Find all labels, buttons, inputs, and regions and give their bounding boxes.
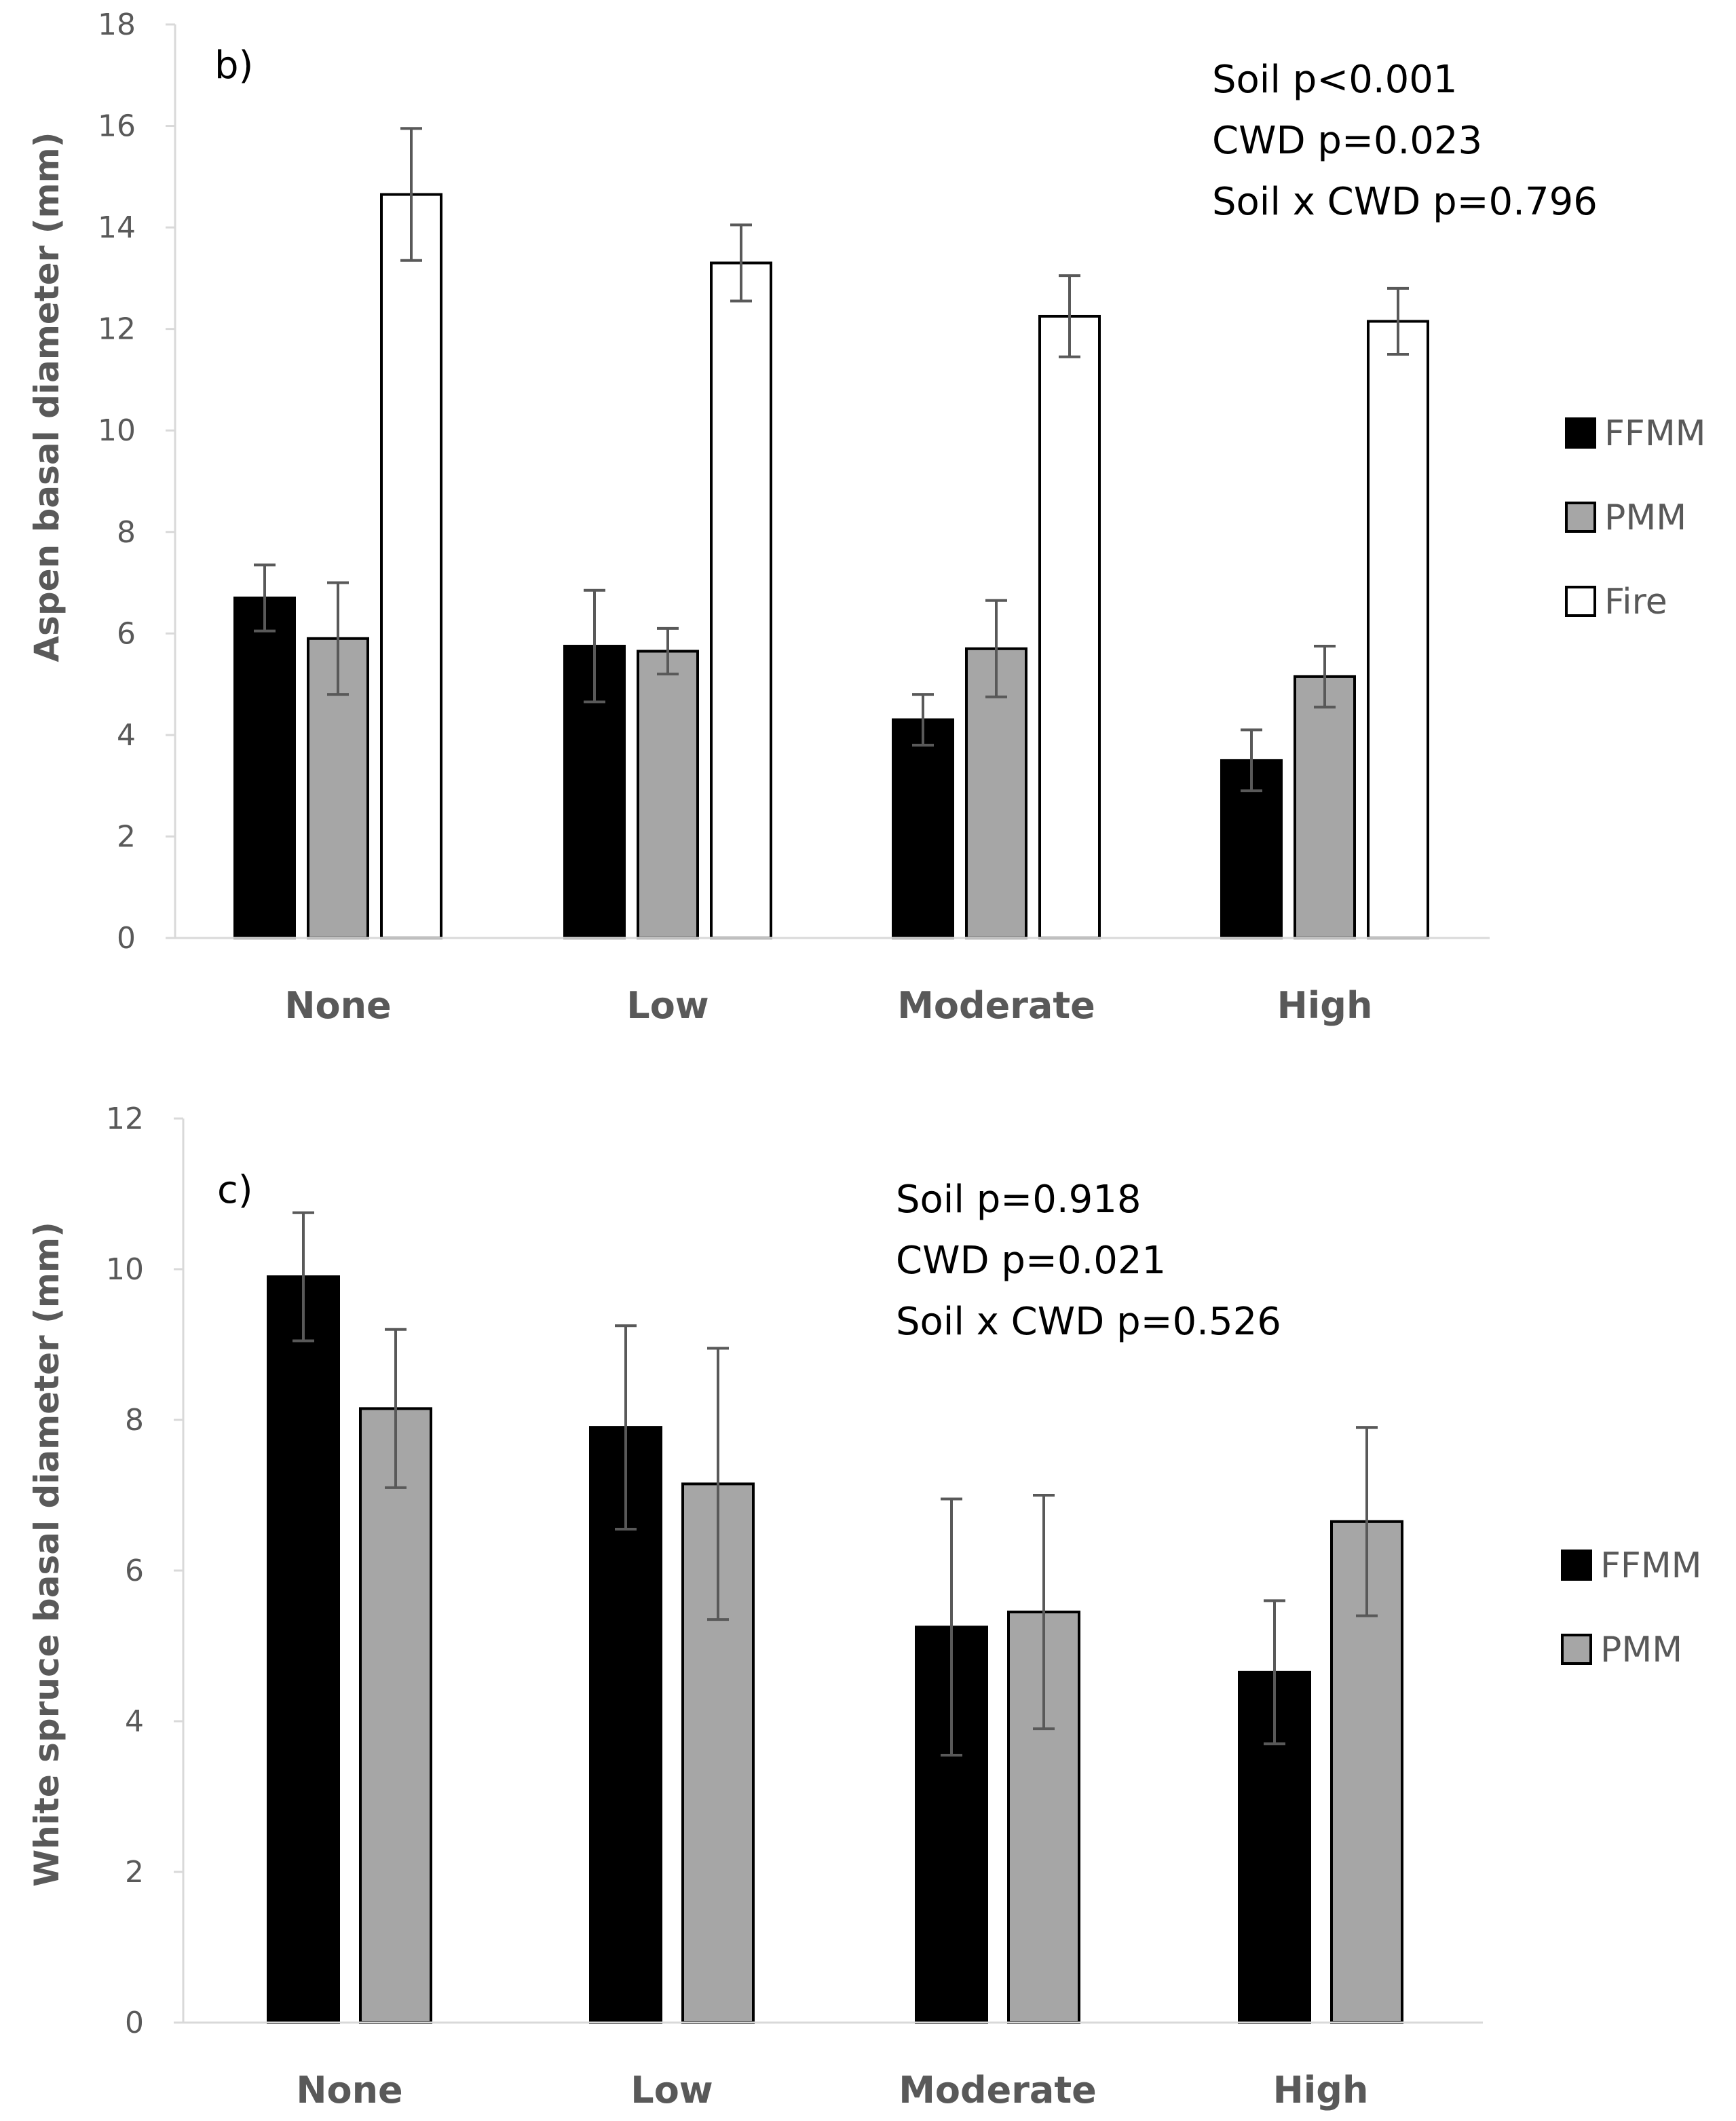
- aspen-category-none: None: [284, 984, 391, 1027]
- spruce-error-bar-ffmm-none: [293, 1211, 314, 1343]
- spruce-legend-swatch-ffmm: [1561, 1550, 1592, 1581]
- aspen-legend-label-pmm: PMM: [1604, 498, 1686, 538]
- aspen-bar-fire-high: [1367, 320, 1429, 939]
- aspen-bar-pmm-high: [1294, 675, 1356, 940]
- aspen-stats-annotation: Soil p<0.001 CWD p=0.023 Soil x CWD p=0.79…: [1212, 58, 1598, 224]
- aspen-bar-fire-low: [710, 261, 772, 939]
- aspen-y-ticks: 0 2 4 6 8 10 12 14 16 18: [98, 7, 175, 956]
- spruce-panel-label: c): [217, 1168, 253, 1212]
- spruce-y-tick-label: 10: [106, 1252, 144, 1287]
- spruce-chart: 0 2 4 6 8 10 12 None Low Moderate High White spru…: [27, 1102, 1702, 2111]
- spruce-error-bar-ffmm-high: [1264, 1599, 1285, 1746]
- spruce-error-bar-pmm-none: [385, 1328, 407, 1489]
- aspen-error-bar-fire-high: [1387, 286, 1409, 356]
- spruce-y-axis-label: White spruce basal diameter (mm): [27, 1222, 67, 1887]
- aspen-y-tick-label: 0: [117, 921, 136, 956]
- spruce-legend: FFMM PMM: [1561, 1545, 1702, 1670]
- spruce-error-bars: [293, 1211, 1378, 1757]
- aspen-legend: FFMM PMM Fire: [1565, 413, 1706, 622]
- aspen-legend-swatch-fire: [1565, 586, 1596, 617]
- aspen-bar-fire-none: [380, 193, 442, 939]
- aspen-y-tick-label: 14: [98, 210, 136, 245]
- spruce-legend-label-ffmm: FFMM: [1600, 1545, 1702, 1586]
- aspen-bar-ffmm-moderate: [892, 718, 954, 939]
- spruce-stat-line-3: Soil x CWD p=0.526: [896, 1300, 1281, 1344]
- spruce-legend-item-pmm: PMM: [1561, 1630, 1682, 1670]
- aspen-category-labels: None Low Moderate High: [284, 984, 1372, 1027]
- spruce-category-none: None: [296, 2069, 402, 2111]
- aspen-legend-item-pmm: PMM: [1565, 498, 1686, 538]
- spruce-y-tick-label: 2: [125, 1855, 144, 1890]
- spruce-error-bar-ffmm-low: [615, 1324, 637, 1531]
- aspen-stat-line-2: CWD p=0.023: [1212, 119, 1482, 163]
- aspen-y-tick-label: 12: [98, 312, 136, 347]
- spruce-category-high: High: [1273, 2069, 1369, 2111]
- aspen-error-bar-fire-none: [400, 127, 422, 262]
- spruce-error-bar-ffmm-moderate: [941, 1497, 962, 1757]
- aspen-y-tick-label: 8: [117, 515, 136, 550]
- aspen-bar-fire-moderate: [1038, 314, 1101, 939]
- aspen-error-bar-ffmm-high: [1241, 728, 1262, 793]
- aspen-y-tick-label: 2: [117, 819, 136, 854]
- aspen-y-tick-label: 16: [98, 109, 136, 144]
- aspen-category-low: Low: [626, 984, 709, 1027]
- aspen-error-bar-ffmm-none: [254, 563, 276, 633]
- aspen-error-bar-ffmm-moderate: [912, 693, 934, 747]
- aspen-error-bar-pmm-high: [1314, 645, 1336, 709]
- aspen-error-bar-pmm-none: [327, 581, 349, 696]
- spruce-error-bar-pmm-high: [1356, 1426, 1378, 1617]
- aspen-chart: 0 2 4 6 8 10 12 14 16 18 None Low Moderate High Aspe…: [27, 7, 1706, 1027]
- aspen-legend-label-ffmm: FFMM: [1604, 413, 1706, 454]
- aspen-y-axis-label: Aspen basal diameter (mm): [27, 132, 67, 662]
- spruce-bar-pmm-none: [359, 1407, 432, 2025]
- spruce-stat-line-1: Soil p=0.918: [896, 1178, 1141, 1222]
- spruce-stat-line-2: CWD p=0.021: [896, 1239, 1166, 1283]
- aspen-legend-item-ffmm: FFMM: [1565, 413, 1706, 454]
- aspen-legend-item-fire: Fire: [1565, 582, 1667, 622]
- aspen-bars: [233, 193, 1429, 940]
- spruce-category-low: Low: [630, 2069, 713, 2111]
- aspen-error-bar-pmm-moderate: [985, 599, 1007, 698]
- aspen-legend-swatch-ffmm: [1565, 417, 1596, 449]
- spruce-category-labels: None Low Moderate High: [296, 2069, 1368, 2111]
- spruce-y-ticks: 0 2 4 6 8 10 12: [106, 1102, 183, 2040]
- aspen-stat-line-3: Soil x CWD p=0.796: [1212, 180, 1598, 224]
- aspen-y-tick-label: 18: [98, 7, 136, 42]
- spruce-y-tick-label: 12: [106, 1102, 144, 1136]
- aspen-bar-ffmm-none: [233, 596, 296, 939]
- spruce-stats-annotation: Soil p=0.918 CWD p=0.021 Soil x CWD p=0.52…: [896, 1178, 1281, 1344]
- spruce-legend-label-pmm: PMM: [1600, 1630, 1682, 1670]
- spruce-bar-ffmm-none: [267, 1275, 340, 2024]
- aspen-stat-line-1: Soil p<0.001: [1212, 58, 1458, 102]
- aspen-error-bar-fire-low: [730, 223, 752, 303]
- aspen-bar-pmm-low: [637, 650, 699, 939]
- aspen-error-bars: [254, 127, 1409, 793]
- spruce-y-tick-label: 6: [125, 1554, 144, 1588]
- aspen-panel-label: b): [214, 43, 253, 88]
- spruce-legend-swatch-pmm: [1561, 1634, 1592, 1665]
- aspen-y-tick-label: 4: [117, 718, 136, 753]
- spruce-category-moderate: Moderate: [899, 2069, 1097, 2111]
- aspen-y-tick-label: 6: [117, 616, 136, 651]
- spruce-legend-item-ffmm: FFMM: [1561, 1545, 1702, 1586]
- spruce-bars: [267, 1275, 1403, 2025]
- spruce-y-tick-label: 4: [125, 1704, 144, 1739]
- aspen-error-bar-ffmm-low: [584, 588, 605, 704]
- aspen-error-bar-pmm-low: [657, 626, 679, 676]
- spruce-error-bar-pmm-low: [707, 1347, 729, 1621]
- spruce-error-bar-pmm-moderate: [1033, 1494, 1055, 1731]
- aspen-legend-swatch-pmm: [1565, 502, 1596, 533]
- spruce-y-tick-label: 8: [125, 1403, 144, 1438]
- aspen-bar-ffmm-high: [1220, 759, 1283, 940]
- aspen-legend-label-fire: Fire: [1604, 582, 1667, 622]
- aspen-error-bar-fire-moderate: [1059, 274, 1080, 358]
- aspen-category-high: High: [1277, 984, 1373, 1027]
- aspen-y-tick-label: 10: [98, 413, 136, 448]
- aspen-category-moderate: Moderate: [897, 984, 1095, 1027]
- spruce-y-tick-label: 0: [125, 2006, 144, 2040]
